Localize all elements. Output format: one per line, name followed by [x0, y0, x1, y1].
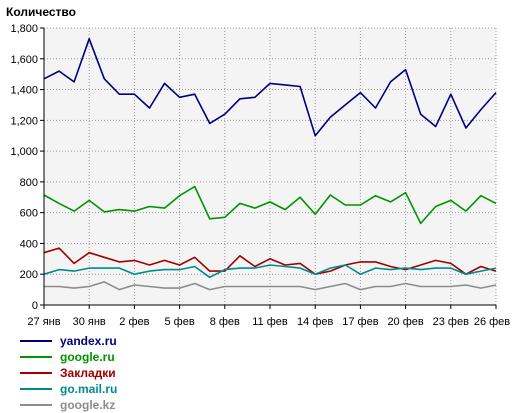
legend-label: google.ru — [60, 350, 115, 364]
series-line-google.ru — [43, 185, 497, 225]
y-tick-label: 200 — [20, 269, 38, 281]
y-tick-label: 600 — [20, 208, 38, 220]
y-tick-label: 1,800 — [10, 23, 38, 35]
legend-label: yandex.ru — [60, 334, 117, 348]
y-tick-label: 0 — [32, 300, 38, 312]
legend-swatch — [20, 404, 52, 406]
x-tick-label: 17 фев — [342, 316, 378, 328]
x-tick-label: 14 фев — [297, 316, 333, 328]
x-tick-label: 20 фев — [387, 316, 423, 328]
legend-item: go.mail.ru — [20, 381, 117, 397]
x-tick-label: 5 фев — [165, 316, 195, 328]
x-tick-label: 26 фев — [474, 316, 510, 328]
legend-swatch — [20, 340, 52, 342]
series-line-go.mail.ru — [43, 264, 497, 279]
legend-label: go.mail.ru — [60, 382, 118, 396]
y-tick-label: 1,400 — [10, 85, 38, 97]
x-tick-label: 27 янв — [27, 316, 60, 328]
legend-item: yandex.ru — [20, 333, 117, 349]
y-tick-label: 800 — [20, 177, 38, 189]
x-tick-label: 8 фев — [210, 316, 240, 328]
legend-item: google.ru — [20, 349, 117, 365]
x-tick-label: 2 фев — [119, 316, 149, 328]
legend-item: google.kz — [20, 397, 117, 413]
legend-swatch — [20, 388, 52, 390]
series-line-Закладки — [43, 247, 497, 276]
series-line-yandex.ru — [43, 37, 497, 137]
series-line-google.kz — [44, 281, 497, 291]
legend-label: Закладки — [60, 366, 116, 380]
x-tick-label: 30 янв — [73, 316, 106, 328]
x-tick-label: 11 фев — [252, 316, 288, 328]
line-chart: Количество 0 200 400 600 800 1,000 1,200 1,400 1… — [6, 5, 510, 328]
x-tick-label: 23 фев — [433, 316, 469, 328]
y-axis-title: Количество — [6, 5, 76, 19]
y-tick-label: 1,000 — [10, 146, 38, 158]
legend-label: google.kz — [60, 398, 116, 412]
legend: yandex.ru google.ru Закладки go.mail.ru goog… — [20, 333, 117, 413]
legend-swatch — [20, 356, 52, 358]
legend-swatch — [20, 372, 52, 374]
y-tick-label: 1,600 — [10, 54, 38, 66]
y-tick-label: 400 — [20, 238, 38, 250]
legend-item: Закладки — [20, 365, 117, 381]
y-tick-label: 1,200 — [10, 115, 38, 127]
